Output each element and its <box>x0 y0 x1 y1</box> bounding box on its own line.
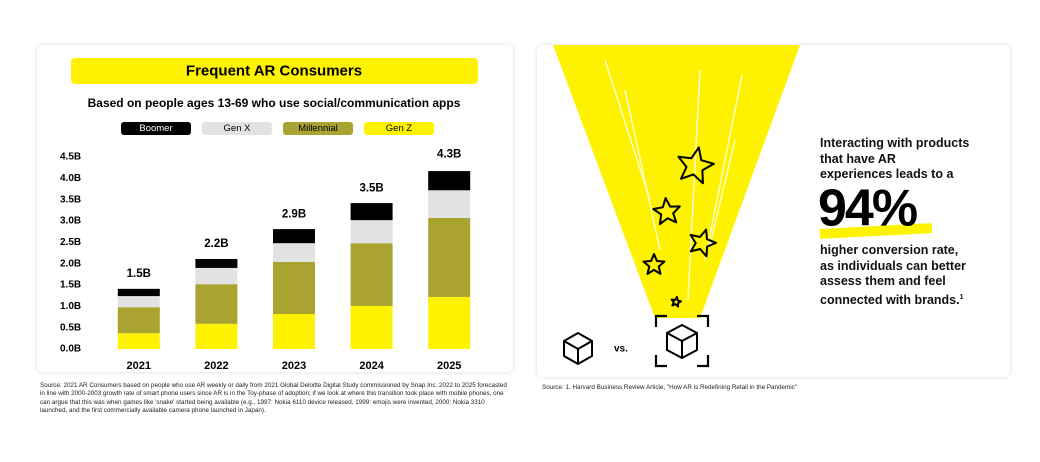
bar-segment <box>195 323 238 349</box>
star <box>670 296 682 308</box>
bar-segment <box>195 267 238 285</box>
title-bar <box>71 58 478 84</box>
y-tick-label: 1.0B <box>60 301 81 312</box>
light-beam <box>553 45 800 318</box>
bar-segment <box>428 190 471 219</box>
x-tick-label: 2021 <box>127 360 151 372</box>
y-tick-label: 3.0B <box>60 216 81 227</box>
cube-plain <box>563 332 593 365</box>
y-tick-label: 0.0B <box>60 344 81 355</box>
legend-label: Gen Z <box>386 123 413 134</box>
y-tick-label: 4.0B <box>60 173 81 184</box>
bar-segment <box>350 203 393 221</box>
bar-segment <box>428 218 471 297</box>
bar-segment <box>350 305 393 349</box>
footnote-marker: 1 <box>959 293 964 301</box>
star <box>689 228 717 258</box>
legend-label: Boomer <box>139 123 172 134</box>
chart-subtitle: Based on people ages 13-69 who use socia… <box>88 96 461 110</box>
bar-segment <box>273 229 315 244</box>
legend: Boomer Gen X Millennial Gen Z <box>121 122 434 135</box>
illustration <box>553 45 800 318</box>
total-label: 1.5B <box>127 268 151 280</box>
bar-segment <box>117 333 160 349</box>
stat-value: 94% <box>818 180 917 238</box>
total-label: 2.2B <box>204 238 228 250</box>
bar-segment <box>273 314 315 349</box>
stat-highlight <box>819 223 933 239</box>
bar-segment <box>273 243 315 262</box>
total-label: 2.9B <box>282 208 306 220</box>
y-tick-label: 1.5B <box>60 280 81 291</box>
bar-segment <box>117 307 160 334</box>
legend-swatch <box>202 122 272 135</box>
legend-label: Gen X <box>224 123 252 134</box>
star <box>652 197 681 226</box>
legend-swatch <box>283 122 353 135</box>
beam-rays <box>604 59 743 301</box>
x-tick-label: 2023 <box>282 360 306 372</box>
y-tick-label: 3.5B <box>60 194 81 205</box>
bar-segment <box>273 261 315 315</box>
bar-segment <box>195 284 238 324</box>
x-tick-label: 2025 <box>437 360 461 372</box>
x-tick-label: 2024 <box>359 360 384 372</box>
bar-segment <box>350 243 393 306</box>
bar-segment <box>195 258 238 268</box>
chart-source: Source: 2021 AR Consumers based on peopl… <box>40 382 507 415</box>
legend-swatch <box>364 122 434 135</box>
y-tick-label: 2.0B <box>60 258 81 269</box>
cube-ar <box>654 314 710 368</box>
vs-label: vs. <box>614 344 628 355</box>
bar-segment <box>117 296 160 308</box>
legend-swatch <box>121 122 191 135</box>
bar-segment <box>428 171 471 191</box>
info-detail: higher conversion rate, as individuals c… <box>820 243 966 307</box>
total-label: 3.5B <box>359 183 383 195</box>
star <box>642 253 666 275</box>
legend-label: Millennial <box>298 123 338 134</box>
bar-segment <box>428 296 471 349</box>
bar-segment <box>117 288 160 297</box>
y-tick-label: 4.5B <box>60 152 81 163</box>
info-detail-block: higher conversion rate, as individuals c… <box>820 243 970 308</box>
x-tick-label: 2022 <box>204 360 228 372</box>
star <box>677 146 715 185</box>
info-lead: Interacting with products that have AR e… <box>820 136 970 181</box>
bar-segment <box>350 220 393 244</box>
total-label: 4.3B <box>437 149 461 161</box>
stars <box>642 146 717 308</box>
plot: 0.0B 0.5B 1.0B 1.5B 2.0B 2.5B 3.0B 3.5B 4.0B 4.5B… <box>60 149 471 372</box>
info-source: Source: 1. Harvard Business Review Artic… <box>542 384 798 391</box>
y-tick-label: 2.5B <box>60 237 81 248</box>
chart-title: Frequent AR Consumers <box>186 62 362 79</box>
y-tick-label: 0.5B <box>60 322 81 333</box>
